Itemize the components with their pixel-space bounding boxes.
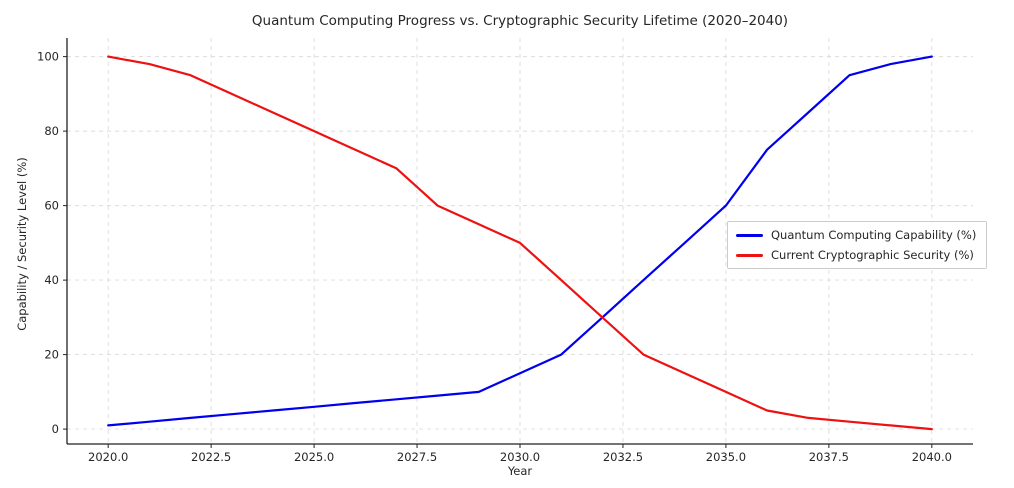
y-tick-label: 20 xyxy=(44,348,59,362)
x-tick-label: 2027.5 xyxy=(397,450,437,464)
x-tick-label: 2025.0 xyxy=(294,450,334,464)
y-tick-label: 100 xyxy=(37,50,59,64)
x-tick-label: 2035.0 xyxy=(706,450,746,464)
x-tick-label: 2020.0 xyxy=(88,450,128,464)
x-tick-label: 2037.5 xyxy=(809,450,849,464)
legend: Quantum Computing Capability (%) Current… xyxy=(727,221,988,269)
chart-title: Quantum Computing Progress vs. Cryptogra… xyxy=(251,13,789,29)
x-tick-label: 2032.5 xyxy=(603,450,643,464)
y-tick-label: 40 xyxy=(44,273,59,287)
x-axis-label: Year xyxy=(507,464,533,478)
legend-line-swatch-security xyxy=(736,253,763,257)
legend-item-security: Current Cryptographic Security (%) xyxy=(736,248,976,262)
legend-item-quantum: Quantum Computing Capability (%) xyxy=(736,228,976,242)
series-line-0 xyxy=(107,55,933,427)
y-tick-label: 80 xyxy=(44,124,59,138)
legend-label-quantum: Quantum Computing Capability (%) xyxy=(771,228,977,242)
y-tick-label: 0 xyxy=(52,422,59,436)
legend-label-security: Current Cryptographic Security (%) xyxy=(771,248,974,262)
legend-line-swatch-quantum xyxy=(736,233,763,237)
x-tick-label: 2040.0 xyxy=(912,450,952,464)
x-tick-label: 2030.0 xyxy=(500,450,540,464)
y-tick-label: 60 xyxy=(44,199,59,213)
x-tick-label: 2022.5 xyxy=(191,450,231,464)
series-line-1 xyxy=(107,55,933,431)
